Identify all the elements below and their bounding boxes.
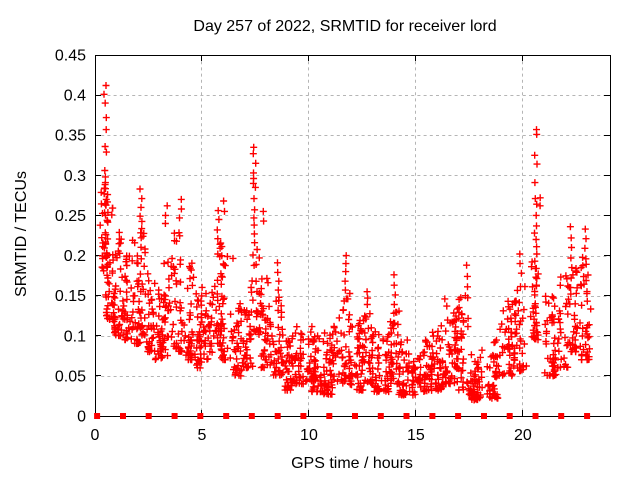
y-tick-label: 0.3	[64, 168, 86, 185]
y-tick-label: 0.35	[55, 128, 86, 145]
y-tick-label: 0.25	[55, 208, 86, 225]
x-tick-label: 0	[91, 427, 100, 444]
y-tick-label: 0	[77, 409, 86, 426]
data-points	[96, 82, 595, 404]
y-tick-label: 0.2	[64, 248, 86, 265]
y-tick-label: 0.4	[64, 88, 86, 105]
chart-title: Day 257 of 2022, SRMTID for receiver lor…	[193, 18, 497, 35]
x-tick-label: 20	[514, 427, 532, 444]
y-tick-label: 0.45	[55, 48, 86, 65]
x-axis-label: GPS time / hours	[291, 455, 413, 472]
y-tick-label: 0.15	[55, 288, 86, 305]
y-axis-label: SRMTID / TECUs	[13, 171, 30, 297]
y-tick-label: 0.1	[64, 328, 86, 345]
x-tick-label: 15	[407, 427, 425, 444]
x-tick-label: 5	[198, 427, 207, 444]
x-tick-label: 10	[300, 427, 318, 444]
y-tick-label: 0.05	[55, 368, 86, 385]
